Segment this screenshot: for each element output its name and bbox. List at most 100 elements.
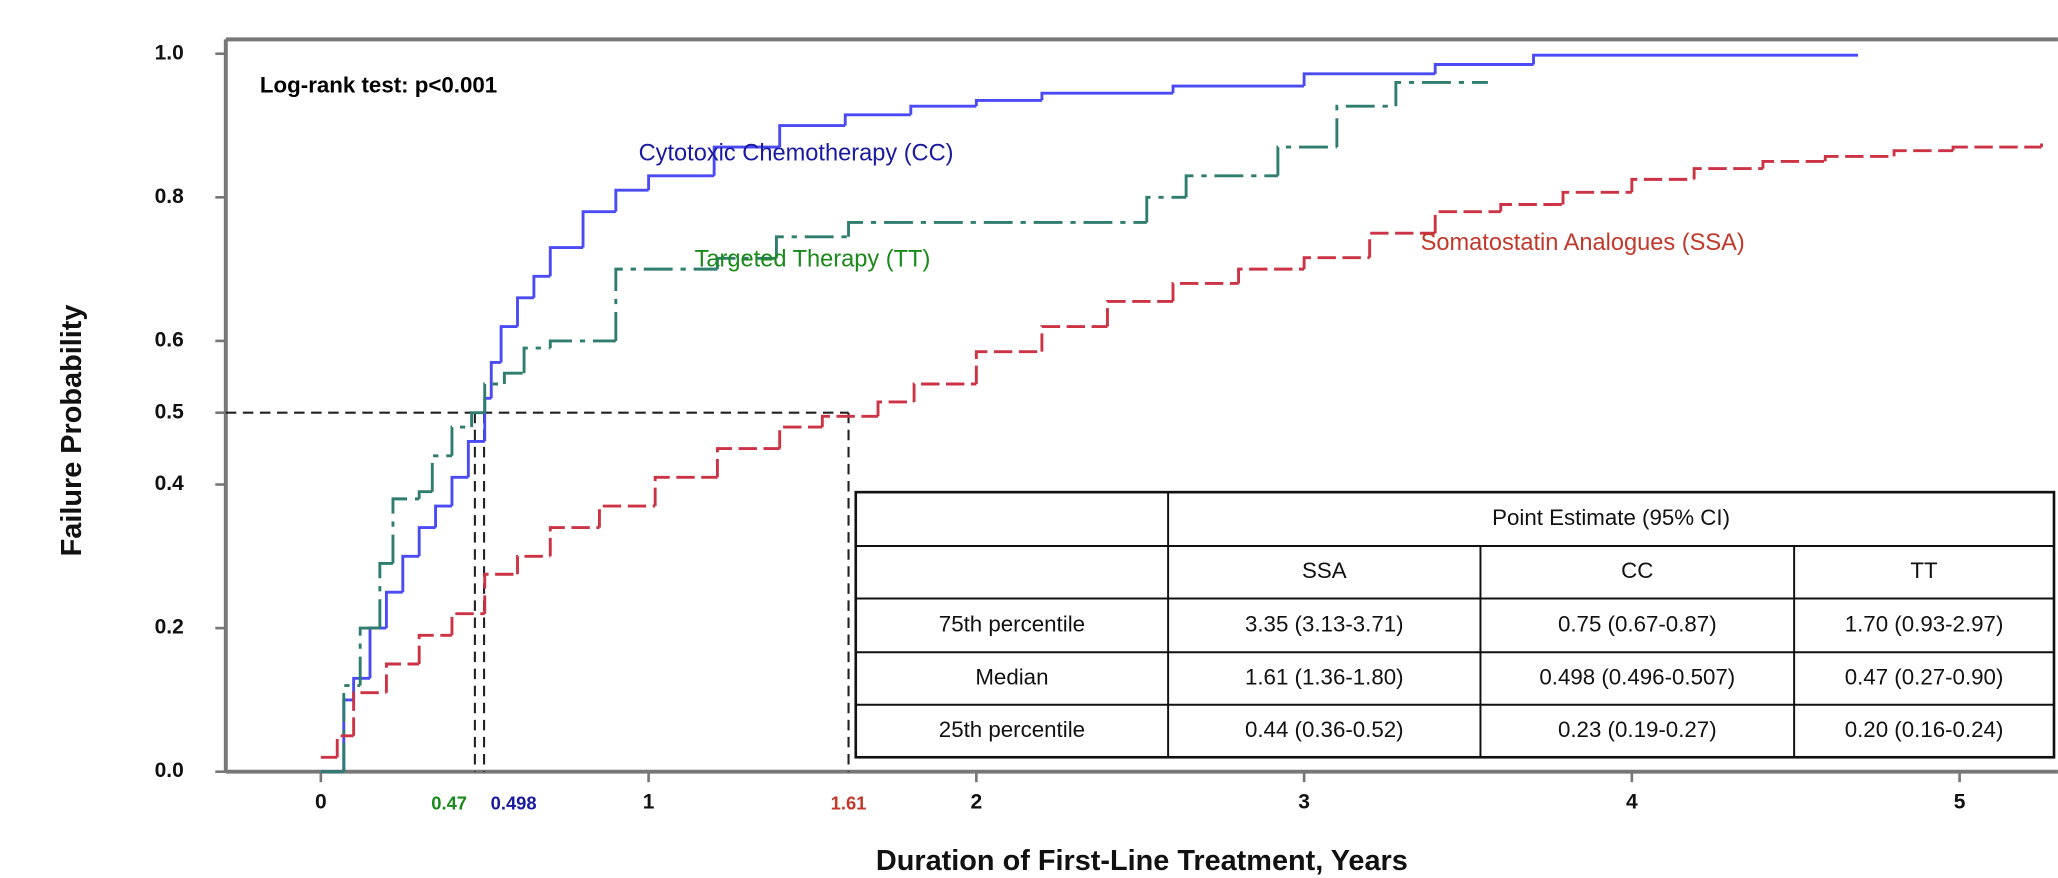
step-segment: [715, 447, 780, 478]
table-cell: 0.75 (0.67-0.87): [1558, 611, 1717, 636]
step-segment: [974, 98, 1042, 107]
step-segment: [358, 626, 380, 686]
step-segment: [597, 504, 656, 528]
x-axis-title: Duration of First-Line Treatment, Years: [876, 845, 1408, 877]
table-cell: 0.44 (0.36-0.52): [1245, 717, 1404, 742]
step-segment: [1171, 84, 1305, 94]
table-cell: 0.47 (0.27-0.90): [1845, 664, 2004, 689]
x-tick-label: 0: [315, 791, 327, 814]
step-segment: [653, 475, 718, 507]
step-segment: [1106, 299, 1174, 327]
step-segment: [548, 526, 600, 557]
table-column-header: CC: [1621, 558, 1653, 583]
estimate-table: Point Estimate (95% CI) SSA CC TT 75th perce…: [854, 490, 2056, 759]
step-segment: [1302, 256, 1370, 270]
step-segment: [1040, 325, 1108, 352]
step-segment: [532, 274, 551, 298]
table-cell: 1.70 (0.93-2.97): [1845, 611, 2004, 636]
step-segment: [1761, 159, 1826, 169]
step-segment: [1171, 282, 1239, 302]
y-tick-label: 0.2: [155, 616, 184, 639]
y-tick-label: 0.0: [155, 759, 184, 782]
step-segment: [434, 504, 452, 528]
series-curve: [320, 143, 2043, 759]
series-curve: [320, 53, 1858, 774]
step-segment: [1184, 174, 1278, 198]
step-segment: [499, 325, 518, 363]
step-segment: [352, 676, 371, 700]
x-tick-label: 3: [1298, 791, 1310, 814]
step-segment: [548, 339, 616, 349]
y-tick-label: 0.8: [155, 185, 185, 208]
step-segment: [778, 124, 846, 148]
series-curve: [320, 81, 1488, 774]
y-axis-title: Failure Probability: [56, 305, 88, 557]
step-segment: [1561, 190, 1632, 205]
table-row-label: Median: [975, 664, 1048, 689]
step-segment: [774, 235, 849, 259]
step-segment: [909, 104, 977, 115]
step-segment: [581, 210, 616, 248]
step-segment: [352, 691, 387, 736]
step-segment: [614, 188, 649, 212]
x-tick-label: 2: [971, 791, 983, 814]
step-segment: [647, 174, 715, 191]
step-segment: [1892, 149, 1954, 157]
step-segment: [876, 400, 915, 417]
table-header: Point Estimate (95% CI): [1492, 505, 1730, 530]
median-marker-label: 1.61: [831, 792, 867, 813]
step-segment: [1394, 81, 1488, 107]
log-rank-annotation: Log-rank test: p<0.001: [260, 73, 497, 98]
table-cell: 3.35 (3.13-3.71): [1245, 611, 1404, 636]
step-segment: [847, 221, 1147, 237]
step-segment: [450, 425, 472, 456]
step-segment: [614, 267, 718, 341]
x-tick-label: 4: [1626, 791, 1638, 814]
series-label: Somatostatin Analogues (SSA): [1421, 230, 1745, 256]
step-segment: [342, 684, 361, 772]
step-segment: [417, 490, 433, 499]
x-tick-label: 1: [643, 791, 655, 814]
table-cell: 0.23 (0.19-0.27): [1558, 717, 1717, 742]
step-segment: [1276, 145, 1337, 176]
step-segment: [715, 256, 777, 270]
x-tick-label: 5: [1954, 791, 1966, 814]
step-segment: [470, 411, 485, 428]
step-segment: [368, 626, 387, 679]
step-segment: [1532, 53, 1858, 65]
table-cell: 0.20 (0.16-0.24): [1845, 717, 2004, 742]
y-tick-label: 0.6: [155, 328, 184, 351]
y-tick-label: 0.4: [155, 472, 185, 495]
step-segment: [1433, 63, 1534, 74]
step-segment: [483, 382, 505, 413]
table-row-label: 25th percentile: [939, 717, 1085, 742]
step-segment: [1951, 145, 2042, 151]
step-segment: [335, 734, 354, 758]
step-segment: [1237, 267, 1305, 284]
table-row-label: 75th percentile: [939, 611, 1085, 636]
series-label: Targeted Therapy (TT): [695, 247, 931, 273]
step-segment: [466, 439, 485, 478]
step-segment: [1499, 203, 1564, 212]
y-tick-label: 1.0: [155, 41, 184, 64]
step-segment: [1368, 231, 1436, 258]
step-segment: [489, 361, 502, 399]
step-segment: [974, 350, 1042, 384]
table-cell: 1.61 (1.36-1.80): [1245, 664, 1404, 689]
step-segment: [391, 497, 420, 564]
median-marker-label: 0.498: [491, 792, 537, 813]
step-segment: [516, 296, 534, 327]
step-segment: [516, 554, 551, 575]
step-segment: [430, 454, 452, 492]
step-segment: [401, 554, 420, 593]
step-segment: [1630, 177, 1695, 193]
series-label: Cytotoxic Chemotherapy (CC): [639, 140, 954, 166]
step-segment: [778, 425, 823, 449]
step-segment: [1040, 91, 1174, 101]
step-segment: [502, 371, 525, 384]
y-tick-label: 0.5: [155, 400, 185, 423]
step-segment: [1692, 167, 1763, 180]
step-segment: [843, 113, 911, 126]
step-segment: [450, 612, 485, 636]
